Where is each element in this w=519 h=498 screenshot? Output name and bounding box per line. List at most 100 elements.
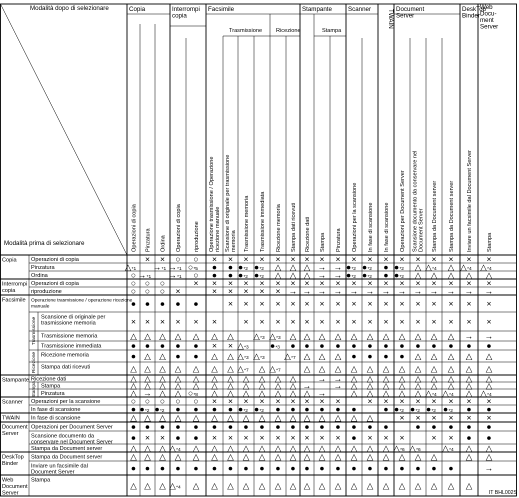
footer-code: IT BHL002S bbox=[489, 490, 518, 496]
row-group-label: Stampante bbox=[2, 378, 29, 384]
table-cell: △ bbox=[351, 381, 358, 391]
table-cell: × bbox=[432, 254, 437, 264]
table-cell: △*1 bbox=[125, 262, 137, 272]
column-label: Trasmissione memoria bbox=[244, 195, 250, 252]
table-cell: ● bbox=[212, 404, 217, 414]
table-cell: ● bbox=[145, 341, 150, 351]
table-cell: △ bbox=[193, 443, 200, 453]
table-cell: ○ bbox=[131, 286, 136, 296]
table-cell: ● bbox=[145, 463, 150, 473]
table-cell: × bbox=[449, 413, 454, 423]
table-cell: ● bbox=[351, 341, 356, 351]
table-cell: × bbox=[276, 278, 281, 288]
table-cell: △ bbox=[351, 374, 358, 384]
table-cell: △ bbox=[130, 443, 137, 453]
table-cell: × bbox=[228, 278, 233, 288]
table-cell: △ bbox=[367, 331, 374, 341]
table-cell: △ bbox=[175, 388, 182, 398]
table-cell: △*4 bbox=[169, 443, 181, 453]
row-subgroup-label: Stampa bbox=[31, 381, 37, 398]
row-label: Stampa dati ricevuti bbox=[41, 365, 90, 371]
table-cell: △ bbox=[275, 270, 282, 280]
table-cell: △*4 bbox=[169, 481, 181, 491]
table-cell: △ bbox=[486, 351, 493, 361]
table-cell: △ bbox=[335, 331, 342, 341]
table-cell: ● bbox=[131, 299, 136, 309]
table-cell: × bbox=[432, 433, 437, 443]
group-label: Web Docu-ment Server bbox=[480, 4, 498, 31]
table-cell: △ bbox=[130, 388, 137, 398]
row-subgroup-label: Ricezione bbox=[31, 352, 37, 373]
row-label: Inviare un facsimile dal Document Server bbox=[31, 464, 88, 476]
table-cell: △*4 bbox=[442, 443, 454, 453]
table-cell: △ bbox=[144, 443, 151, 453]
column-label: Inviare un facsimile dal Document Server bbox=[467, 150, 473, 252]
table-cell: △ bbox=[367, 413, 374, 423]
table-cell: ●*2 bbox=[362, 270, 372, 280]
table-cell: ● bbox=[212, 270, 217, 280]
table-cell: × bbox=[212, 396, 217, 406]
table-cell: △ bbox=[227, 374, 234, 384]
column-label: Operazioni di copia bbox=[132, 203, 138, 252]
table-cell: → bbox=[414, 286, 423, 296]
table-cell: ● bbox=[351, 404, 356, 414]
row-label: Pinzatura bbox=[41, 391, 66, 397]
table-cell: ● bbox=[415, 422, 420, 432]
table-cell: × bbox=[145, 433, 150, 443]
row-group-label: Scanner bbox=[2, 400, 23, 406]
table-cell: △ bbox=[130, 413, 137, 423]
table-cell: ● bbox=[193, 341, 198, 351]
table-cell: × bbox=[291, 278, 296, 288]
table-cell: ● bbox=[399, 351, 404, 361]
table-cell: × bbox=[432, 413, 437, 423]
table-cell: ○ bbox=[145, 286, 150, 296]
row-label: riproduzione bbox=[31, 289, 62, 295]
table-cell: × bbox=[276, 396, 281, 406]
table-cell: △ bbox=[243, 443, 250, 453]
row-label: Operazioni di copia bbox=[31, 257, 80, 263]
row-label: In fase di scansione bbox=[31, 407, 80, 413]
table-cell: → bbox=[303, 286, 312, 296]
table-cell: → bbox=[465, 331, 474, 341]
table-cell: △ bbox=[304, 443, 311, 453]
table-cell: ● bbox=[383, 262, 388, 272]
table-cell: × bbox=[336, 254, 341, 264]
table-cell: → bbox=[143, 388, 152, 398]
table-cell: ● bbox=[131, 404, 136, 414]
row-label: In fase di scansione bbox=[31, 416, 80, 422]
table-cell: △ bbox=[319, 443, 326, 453]
table-cell: ● bbox=[466, 422, 471, 432]
table-cell: △ bbox=[383, 331, 390, 341]
table-cell: × bbox=[336, 317, 341, 327]
table-cell: △*6 bbox=[393, 443, 405, 453]
table-cell: → bbox=[318, 374, 327, 384]
table-cell: △ bbox=[304, 262, 311, 272]
table-cell: × bbox=[467, 396, 472, 406]
table-cell: ○ bbox=[131, 278, 136, 288]
column-label: Pinzatura bbox=[146, 227, 152, 252]
table-cell: △ bbox=[144, 381, 151, 391]
diagonal-divider bbox=[0, 3, 128, 256]
table-cell: △ bbox=[466, 374, 473, 384]
table-cell: △ bbox=[304, 364, 311, 374]
table-cell: △ bbox=[290, 452, 297, 462]
table-cell: × bbox=[487, 413, 492, 423]
table-cell: × bbox=[291, 299, 296, 309]
table-cell: △ bbox=[227, 452, 234, 462]
table-cell: △ bbox=[275, 481, 282, 491]
table-cell: × bbox=[260, 254, 265, 264]
table-cell: △ bbox=[351, 443, 358, 453]
table-cell: △ bbox=[130, 452, 137, 462]
table-cell: △ bbox=[259, 364, 266, 374]
table-cell: △ bbox=[193, 381, 200, 391]
table-cell: × bbox=[212, 278, 217, 288]
table-cell: ○ bbox=[193, 396, 198, 406]
table-cell: ● bbox=[175, 463, 180, 473]
row-label: Ordina bbox=[31, 273, 49, 279]
table-cell: ● bbox=[466, 433, 471, 443]
table-cell: ● bbox=[383, 404, 388, 414]
table-cell: × bbox=[416, 254, 421, 264]
table-cell: △ bbox=[175, 374, 182, 384]
table-cell: × bbox=[212, 317, 217, 327]
table-cell: ● bbox=[212, 463, 217, 473]
